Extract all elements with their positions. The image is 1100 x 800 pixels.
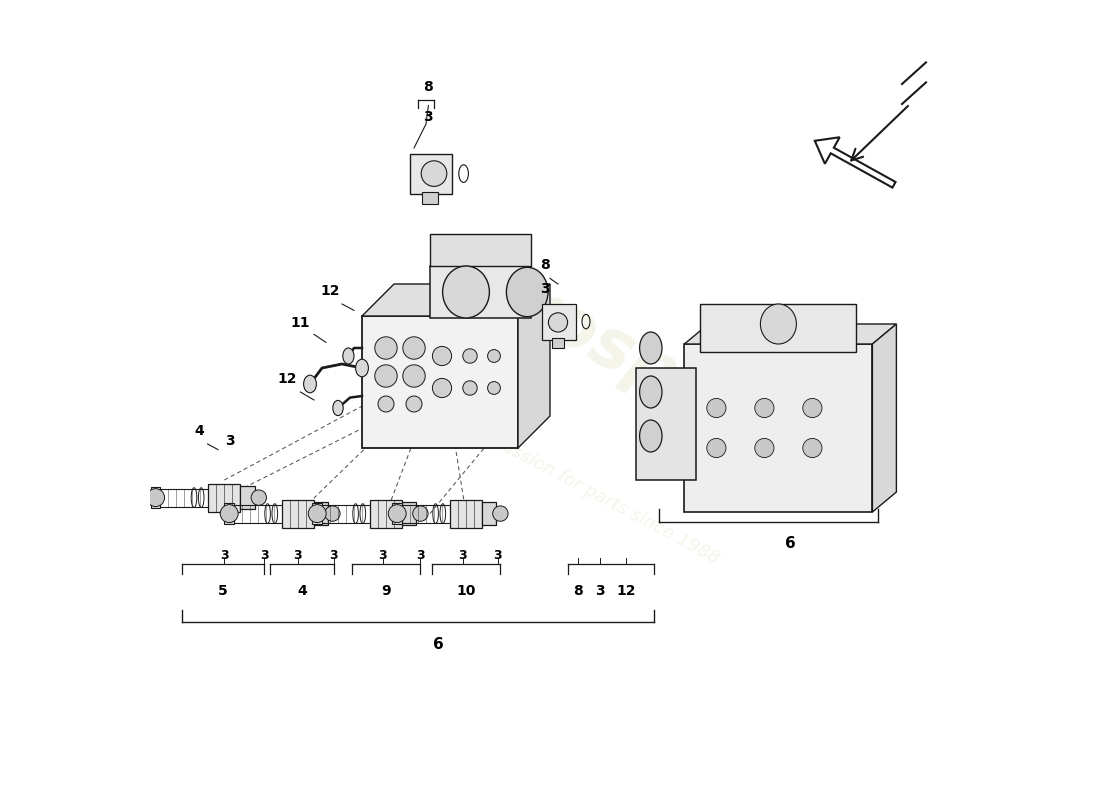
FancyBboxPatch shape [430,266,531,318]
Bar [482,502,496,525]
Ellipse shape [506,267,548,317]
Text: 6: 6 [432,637,443,652]
FancyBboxPatch shape [542,304,575,340]
Text: 3: 3 [226,434,234,448]
Text: 5: 5 [218,584,228,598]
FancyBboxPatch shape [430,234,531,266]
Text: 8: 8 [573,584,583,598]
Bar [551,338,564,348]
Circle shape [803,398,822,418]
Text: 6: 6 [784,536,795,551]
Text: 12: 12 [278,371,297,386]
Bar [312,503,322,524]
Circle shape [308,505,327,522]
Circle shape [251,490,266,506]
Text: 10: 10 [456,584,475,598]
Circle shape [412,506,428,522]
Circle shape [324,506,340,522]
FancyBboxPatch shape [637,368,696,480]
Ellipse shape [639,376,662,408]
Polygon shape [518,284,550,448]
Text: 4: 4 [297,584,307,598]
Circle shape [403,337,426,359]
Text: 3: 3 [220,549,229,562]
Circle shape [406,396,422,412]
FancyBboxPatch shape [362,316,518,448]
Text: eurospares: eurospares [420,227,839,493]
Text: 3: 3 [595,584,604,598]
Ellipse shape [639,420,662,452]
Polygon shape [684,324,896,344]
Circle shape [421,161,447,186]
Circle shape [803,438,822,458]
Circle shape [432,346,452,366]
Text: 3: 3 [330,549,339,562]
Circle shape [220,505,239,522]
Circle shape [707,438,726,458]
Circle shape [463,349,477,363]
Bar [422,192,438,204]
Circle shape [378,396,394,412]
Text: 3: 3 [260,549,268,562]
Polygon shape [872,324,896,512]
Ellipse shape [760,304,796,344]
Circle shape [549,313,568,332]
Text: 8: 8 [540,258,550,272]
Circle shape [487,350,500,362]
FancyBboxPatch shape [684,344,872,512]
Bar [282,499,314,528]
Bar [402,502,417,525]
Circle shape [463,381,477,395]
Text: 3: 3 [378,549,387,562]
FancyBboxPatch shape [701,304,857,352]
Circle shape [493,506,508,522]
Ellipse shape [355,359,368,377]
Text: 8: 8 [424,80,433,94]
Ellipse shape [333,400,343,416]
Bar [224,503,234,524]
Ellipse shape [343,348,354,364]
Circle shape [375,365,397,387]
FancyBboxPatch shape [410,154,452,194]
Circle shape [487,382,500,394]
Text: 3: 3 [459,549,468,562]
Text: 3: 3 [416,549,425,562]
Circle shape [707,398,726,418]
Text: 12: 12 [320,284,340,298]
Circle shape [755,398,774,418]
Text: 3: 3 [494,549,503,562]
Bar [208,483,241,512]
Text: 4: 4 [195,424,205,438]
Bar [241,486,255,509]
Text: 11: 11 [290,315,310,330]
Ellipse shape [442,266,490,318]
Text: 3: 3 [540,282,550,296]
Circle shape [403,365,426,387]
Text: 3: 3 [424,110,433,124]
Bar [370,499,402,528]
Ellipse shape [304,375,317,393]
Text: 9: 9 [382,584,390,598]
Text: 3: 3 [294,549,302,562]
Text: a passion for parts since 1988: a passion for parts since 1988 [474,424,723,568]
Ellipse shape [639,332,662,364]
Polygon shape [362,284,550,316]
Bar [393,503,402,524]
Circle shape [432,378,452,398]
Circle shape [146,489,165,506]
Bar [450,499,482,528]
Text: 12: 12 [616,584,636,598]
Bar [314,502,329,525]
Circle shape [755,438,774,458]
Circle shape [388,505,406,522]
Circle shape [375,337,397,359]
Bar [151,487,161,508]
